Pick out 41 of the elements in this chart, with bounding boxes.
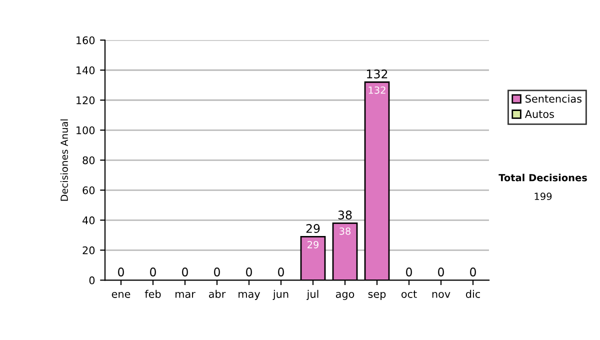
x-tick-label: ene xyxy=(112,292,130,298)
y-tick-label: 20 xyxy=(82,246,95,254)
y-tick-label: 160 xyxy=(76,36,95,44)
y-tick-label: 100 xyxy=(76,126,95,134)
total-label: 0 xyxy=(406,268,412,276)
total-label: 0 xyxy=(150,268,156,276)
data-label: 29 xyxy=(308,240,318,248)
x-tick-label: ago xyxy=(336,292,354,300)
x-tick-label: mar xyxy=(176,292,196,298)
total-label: 132 xyxy=(367,70,388,78)
y-axis-title: Decisiones Anual xyxy=(60,119,68,201)
legend-label: Sentencias xyxy=(526,94,582,103)
y-tick-label: 40 xyxy=(82,216,95,224)
total-label: 0 xyxy=(182,268,188,276)
x-tick-label: may xyxy=(238,292,260,300)
x-tick-label: feb xyxy=(144,290,161,298)
total-label: 38 xyxy=(338,210,352,220)
text: 199 xyxy=(534,192,552,200)
x-tick-label: abr xyxy=(208,290,226,298)
total-label: 0 xyxy=(470,268,476,276)
total-label: 0 xyxy=(118,268,124,276)
x-tick-label: sep xyxy=(368,292,386,300)
y-tick-label: 60 xyxy=(82,186,95,194)
x-tick-label: jul xyxy=(306,290,318,300)
total-label: 0 xyxy=(246,268,252,276)
total-label: 0 xyxy=(214,268,220,276)
y-tick-label: 80 xyxy=(82,156,95,164)
data-label: 38 xyxy=(340,227,351,235)
legend-label: Autos xyxy=(524,110,554,118)
x-tick-label: oct xyxy=(401,290,417,298)
total-label: 0 xyxy=(278,268,284,276)
total-label: 0 xyxy=(438,268,444,276)
y-tick-label: 120 xyxy=(76,96,95,104)
y-tick-label: 0 xyxy=(89,276,95,284)
data-label: 132 xyxy=(368,86,386,94)
text: Total Decisiones xyxy=(498,174,587,182)
x-tick-label: dic xyxy=(466,290,480,298)
y-tick-label: 140 xyxy=(76,66,95,74)
x-tick-label: nov xyxy=(432,292,450,298)
x-tick-label: jun xyxy=(272,290,288,300)
total-label: 29 xyxy=(306,224,320,233)
